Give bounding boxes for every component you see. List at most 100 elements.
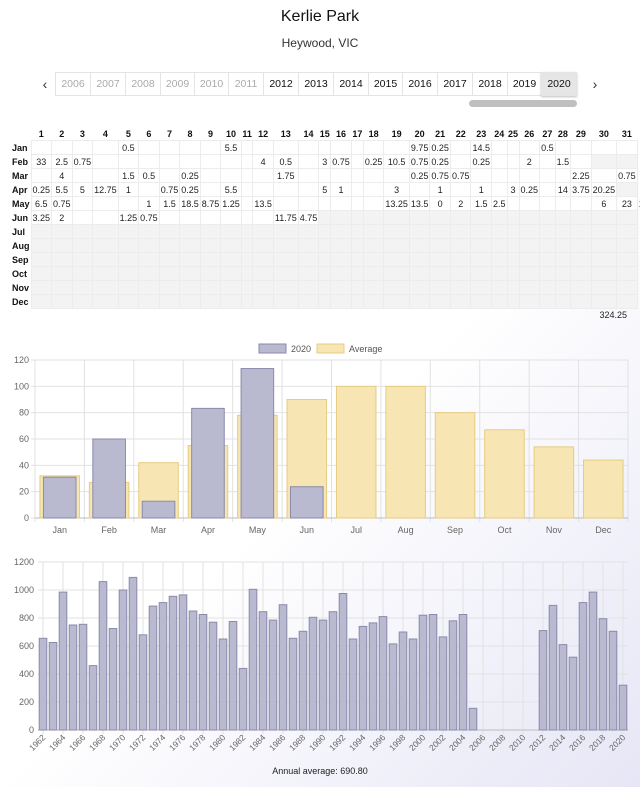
rain-cell bbox=[383, 140, 410, 155]
year-tab-2011[interactable]: 2011 bbox=[228, 72, 263, 96]
year-scrollbar[interactable] bbox=[62, 97, 577, 109]
rain-cell bbox=[570, 294, 592, 309]
chevron-right-icon[interactable]: › bbox=[592, 76, 598, 92]
y-tick-label: 1000 bbox=[14, 585, 34, 595]
rain-cell bbox=[616, 154, 638, 169]
bar-year-2005 bbox=[468, 707, 478, 731]
rain-cell bbox=[297, 294, 320, 309]
rain-cell: 0.25 bbox=[30, 182, 53, 197]
rain-cell: 23 bbox=[616, 196, 638, 211]
x-tick-label: 1970 bbox=[107, 732, 128, 753]
chevron-left-icon[interactable]: ‹ bbox=[42, 76, 48, 92]
rain-cell bbox=[539, 294, 556, 309]
rain-cell: 5 bbox=[318, 182, 332, 197]
rain-cell bbox=[518, 252, 541, 267]
year-tab-2013[interactable]: 2013 bbox=[298, 72, 333, 96]
rain-cell bbox=[449, 238, 472, 253]
rain-cell bbox=[449, 224, 472, 239]
annual-average-label: Annual average: 690.80 bbox=[272, 766, 368, 776]
rain-cell: 10.5 bbox=[383, 154, 410, 169]
rain-cell bbox=[272, 266, 299, 281]
rain-cell: 1.75 bbox=[272, 168, 299, 183]
bar-year-1976 bbox=[178, 594, 188, 731]
rain-cell bbox=[470, 224, 493, 239]
year-tab-2007[interactable]: 2007 bbox=[90, 72, 125, 96]
rain-cell bbox=[30, 252, 53, 267]
month-label: Feb bbox=[12, 156, 29, 167]
rain-cell: 0.75 bbox=[51, 196, 73, 211]
x-tick-label: Oct bbox=[497, 525, 512, 535]
rain-cell bbox=[616, 252, 638, 267]
rain-cell bbox=[252, 182, 274, 197]
rain-cell: 5.5 bbox=[220, 140, 242, 155]
rain-cell: 0.75 bbox=[158, 182, 181, 197]
rain-cell bbox=[491, 224, 508, 239]
rain-cell: 2.5 bbox=[491, 196, 508, 211]
rain-cell: 0.25 bbox=[179, 182, 201, 197]
rain-cell: 14.5 bbox=[470, 140, 493, 155]
year-tab-2009[interactable]: 2009 bbox=[160, 72, 194, 96]
scrollbar-thumb[interactable] bbox=[469, 100, 577, 107]
rain-cell bbox=[616, 280, 638, 295]
day-header: 25 bbox=[508, 128, 519, 139]
rain-cell bbox=[92, 210, 119, 225]
rain-cell bbox=[449, 252, 472, 267]
rain-cell bbox=[318, 210, 332, 225]
x-tick-label: 1962 bbox=[27, 732, 48, 753]
x-tick-label: 2010 bbox=[507, 732, 528, 753]
year-tab-2018[interactable]: 2018 bbox=[472, 72, 507, 96]
y-tick-label: 1200 bbox=[14, 557, 34, 567]
year-tab-2014[interactable]: 2014 bbox=[333, 72, 368, 96]
bar-year-1971 bbox=[128, 576, 138, 731]
rain-cell bbox=[449, 154, 472, 169]
rain-cell bbox=[429, 266, 451, 281]
year-tab-2019[interactable]: 2019 bbox=[507, 72, 541, 96]
rain-cell bbox=[570, 196, 592, 211]
rain-cell bbox=[179, 210, 201, 225]
rain-cell bbox=[51, 252, 73, 267]
rain-cell bbox=[616, 210, 638, 225]
year-tab-2008[interactable]: 2008 bbox=[125, 72, 160, 96]
rain-cell bbox=[158, 294, 181, 309]
rain-cell bbox=[362, 182, 385, 197]
bar-year-1989 bbox=[308, 616, 318, 731]
rain-cell: 0.75 bbox=[138, 210, 160, 225]
rain-cell bbox=[117, 294, 140, 309]
year-tab-2010[interactable]: 2010 bbox=[194, 72, 228, 96]
rain-cell: 0.75 bbox=[449, 168, 472, 183]
day-header: 18 bbox=[368, 128, 379, 139]
table-row: May 6.5 0.75 1 1.5 18.5 8.75 1.25 13.5 13.25 13.5 0… bbox=[8, 196, 640, 211]
rain-cell: 1 bbox=[330, 182, 352, 197]
x-tick-label: 2020 bbox=[607, 732, 628, 753]
rain-cell bbox=[252, 224, 274, 239]
rain-cell bbox=[539, 238, 556, 253]
rain-cell: 0.75 bbox=[71, 154, 94, 169]
year-tab-2006[interactable]: 2006 bbox=[55, 72, 90, 96]
year-tab-2012[interactable]: 2012 bbox=[263, 72, 298, 96]
rain-cell bbox=[350, 196, 364, 211]
day-header: 26 bbox=[524, 128, 535, 139]
rain-cell bbox=[491, 238, 508, 253]
bar-year-1973 bbox=[148, 605, 158, 731]
rain-cell bbox=[240, 182, 254, 197]
rain-cell bbox=[350, 224, 364, 239]
year-tab-2017[interactable]: 2017 bbox=[437, 72, 472, 96]
y-tick-label: 80 bbox=[19, 408, 29, 418]
rain-cell bbox=[199, 154, 222, 169]
day-header: 1 bbox=[38, 128, 44, 139]
x-tick-label: 1966 bbox=[67, 732, 88, 753]
rain-cell bbox=[51, 280, 73, 295]
bar-year-1986 bbox=[278, 604, 288, 731]
year-tab-2015[interactable]: 2015 bbox=[368, 72, 402, 96]
rain-cell bbox=[318, 266, 332, 281]
bar-average-dec bbox=[583, 459, 624, 519]
x-tick-label: 1964 bbox=[47, 732, 68, 753]
bar-2020-feb bbox=[92, 438, 126, 519]
legend-swatch bbox=[258, 343, 287, 354]
year-tab-2016[interactable]: 2016 bbox=[402, 72, 437, 96]
year-tab-2020[interactable]: 2020 bbox=[541, 72, 577, 96]
rain-cell: 20.25 bbox=[590, 182, 618, 197]
bar-2020-may bbox=[240, 368, 275, 519]
rain-cell bbox=[383, 168, 410, 183]
